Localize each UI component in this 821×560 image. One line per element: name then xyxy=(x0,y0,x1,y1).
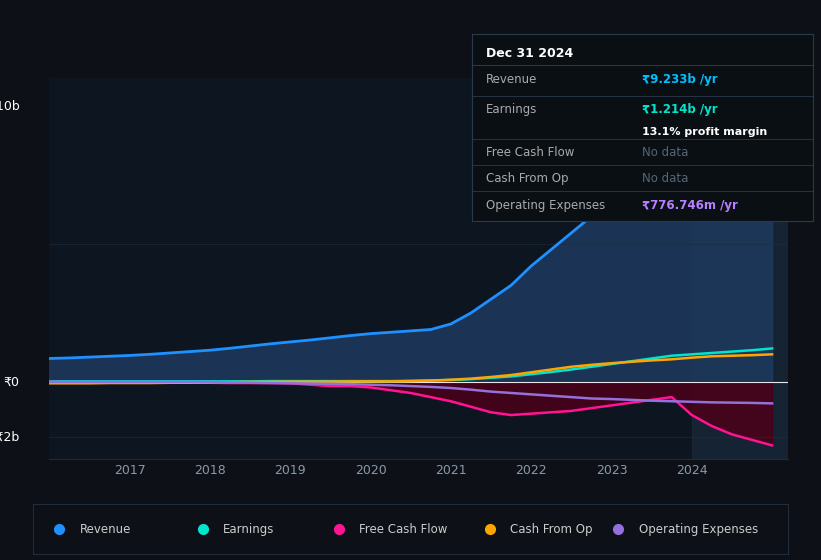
Text: ₹0: ₹0 xyxy=(4,375,20,389)
Text: Operating Expenses: Operating Expenses xyxy=(486,199,605,212)
Text: Operating Expenses: Operating Expenses xyxy=(639,522,758,536)
Text: Earnings: Earnings xyxy=(223,522,274,536)
Text: Cash From Op: Cash From Op xyxy=(510,522,593,536)
Text: ₹1.214b /yr: ₹1.214b /yr xyxy=(643,103,718,116)
Text: Dec 31 2024: Dec 31 2024 xyxy=(486,46,573,60)
Bar xyxy=(692,78,788,459)
Text: Revenue: Revenue xyxy=(486,73,537,86)
Text: 13.1% profit margin: 13.1% profit margin xyxy=(643,128,768,137)
Text: Free Cash Flow: Free Cash Flow xyxy=(359,522,447,536)
Text: No data: No data xyxy=(643,146,689,159)
Text: ₹9.233b /yr: ₹9.233b /yr xyxy=(643,73,718,86)
Text: ₹776.746m /yr: ₹776.746m /yr xyxy=(643,199,738,212)
Text: Free Cash Flow: Free Cash Flow xyxy=(486,146,574,159)
Text: Revenue: Revenue xyxy=(80,522,131,536)
Text: -₹2b: -₹2b xyxy=(0,431,20,444)
Text: No data: No data xyxy=(643,172,689,185)
Text: Cash From Op: Cash From Op xyxy=(486,172,568,185)
Text: ₹10b: ₹10b xyxy=(0,100,20,113)
Text: Earnings: Earnings xyxy=(486,103,537,116)
